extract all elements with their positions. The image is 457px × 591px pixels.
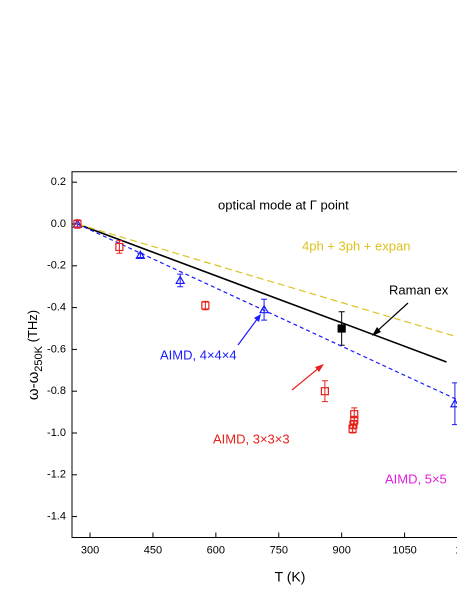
x-tick-label: 450 [144,544,162,556]
y-label-main: ω-ω [25,371,42,400]
y-axis-label: ω-ω250K (THz) [25,310,45,400]
y-tick-label: 0.2 [51,176,66,188]
x-tick-label: 300 [81,544,99,556]
point [115,242,124,252]
arrow [291,366,321,391]
point [135,250,146,259]
y-tick-label: -0.2 [47,260,66,272]
error-bar [321,380,328,403]
arrowhead [315,364,324,372]
point [73,219,82,229]
point [320,387,329,396]
point [175,275,186,285]
error-bar [202,300,209,311]
arrow [237,317,259,346]
y-tick-label: -1.4 [47,511,66,523]
series-label: AIMD, 3×3×3 [213,431,290,446]
point [348,424,357,433]
y-tick-label: -0.6 [47,343,66,355]
error-bar [349,424,356,434]
plot-frame [71,171,457,538]
error-bar [74,219,81,229]
series-label: AIMD, 4×4×4 [160,347,237,362]
arrows [237,302,409,391]
y-label-unit: (THz) [25,310,40,346]
y-label-sub: 250K [33,345,45,371]
point [201,301,210,310]
point [449,398,457,408]
y-tick-label: -0.4 [47,302,66,314]
point [259,304,270,314]
series-line [77,223,447,363]
y-tick-label: -1.2 [47,469,66,481]
y-tick-label: -1.0 [47,427,66,439]
chart-title: optical mode at Γ point [218,197,349,212]
arrow [374,302,409,334]
series-label: 4ph + 3ph + expan [302,238,410,253]
x-tick-label: 750 [270,544,288,556]
series-label: Raman ex [389,282,449,297]
point [337,324,346,333]
series-label: AIMD, 5×5 [385,471,447,486]
error-bar [261,298,268,321]
error-bar [116,240,123,254]
error-bar [137,252,144,258]
arrowhead [254,314,261,322]
x-tick-label: 1050 [392,544,416,556]
x-tick-label: 600 [207,544,225,556]
x-axis-label: T (K) [275,569,306,585]
x-tick-label: 1200 [455,544,457,556]
x-tick-label: 900 [332,544,350,556]
y-tick-label: -0.8 [47,385,66,397]
arrowhead [372,327,381,336]
y-tick-label: 0.0 [51,218,66,230]
